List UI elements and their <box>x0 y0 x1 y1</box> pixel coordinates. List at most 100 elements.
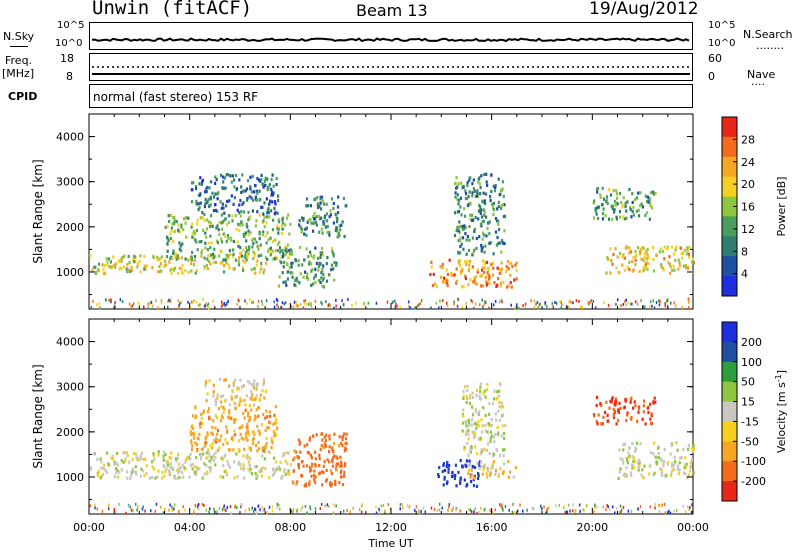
data-cell <box>632 213 635 217</box>
data-cell <box>480 448 483 452</box>
data-cell <box>192 263 195 267</box>
data-cell <box>469 278 472 282</box>
data-cell <box>204 246 207 250</box>
data-cell <box>293 283 296 287</box>
scatter-cell <box>396 304 398 308</box>
data-cell <box>485 180 488 184</box>
data-cell <box>216 192 219 196</box>
data-cell <box>248 381 251 385</box>
data-cell <box>498 418 501 422</box>
data-cell <box>340 462 343 466</box>
data-cell <box>479 389 482 393</box>
data-cell <box>470 213 474 217</box>
data-cell <box>480 450 483 454</box>
data-cell <box>239 432 242 436</box>
data-cell <box>467 195 470 199</box>
data-cell <box>247 245 251 249</box>
data-cell <box>157 270 160 274</box>
data-cell <box>262 219 265 223</box>
data-cell <box>247 460 250 464</box>
scatter-cell <box>524 302 527 306</box>
scatter-cell <box>206 303 209 307</box>
data-cell <box>325 433 328 437</box>
data-cell <box>466 234 469 239</box>
data-cell <box>336 217 339 221</box>
scatter-cell <box>616 507 618 511</box>
data-cell <box>163 265 166 269</box>
data-cell <box>165 467 168 471</box>
data-cell <box>455 281 458 285</box>
data-cell <box>164 453 167 457</box>
data-cell <box>224 438 227 442</box>
scatter-cell <box>208 306 210 310</box>
data-cell <box>288 232 291 236</box>
data-cell <box>314 450 317 454</box>
scatter-cell <box>492 303 495 307</box>
data-cell <box>310 269 313 273</box>
data-cell <box>462 184 465 189</box>
scatter-cell <box>225 508 227 512</box>
data-cell <box>162 454 165 458</box>
data-cell <box>203 212 206 217</box>
scatter-cell <box>567 305 570 309</box>
data-cell <box>611 217 614 221</box>
data-cell <box>152 452 155 456</box>
data-cell <box>277 231 280 235</box>
data-cell <box>273 472 276 476</box>
data-cell <box>221 202 224 206</box>
y-tick-label: 4000 <box>56 336 84 349</box>
data-cell <box>464 433 467 437</box>
data-cell <box>170 228 173 233</box>
data-cell <box>329 213 332 217</box>
data-cell <box>482 233 485 237</box>
scatter-cell <box>501 506 504 510</box>
data-cell <box>260 173 263 177</box>
data-cell <box>249 467 252 471</box>
data-cell <box>491 273 495 277</box>
data-cell <box>291 261 294 265</box>
data-cell <box>191 467 194 471</box>
data-cell <box>219 261 222 265</box>
data-cell <box>625 466 628 470</box>
scatter-cell <box>619 510 621 514</box>
data-cell <box>275 421 278 425</box>
data-cell <box>593 199 596 203</box>
data-cell <box>466 396 469 401</box>
data-cell <box>459 263 462 268</box>
data-cell <box>152 255 155 259</box>
data-cell <box>265 442 268 446</box>
data-cell <box>228 214 231 218</box>
data-cell <box>263 179 267 183</box>
data-cell <box>118 470 121 474</box>
data-cell <box>486 474 489 478</box>
scatter-cell <box>202 297 204 301</box>
scatter-cell <box>378 507 380 511</box>
data-cell <box>290 271 293 275</box>
data-cell <box>485 172 488 176</box>
data-cell <box>238 426 241 430</box>
data-cell <box>247 419 250 423</box>
scatter-cell <box>651 304 653 308</box>
data-cell <box>631 455 634 459</box>
cpid-panel <box>89 84 693 108</box>
data-cell <box>278 246 282 250</box>
data-cell <box>213 247 216 251</box>
data-cell <box>613 403 616 407</box>
scatter-cell <box>438 508 441 512</box>
data-cell <box>258 213 261 217</box>
scatter-cell <box>244 509 247 513</box>
scatter-cell <box>612 505 614 509</box>
data-cell <box>278 275 281 279</box>
data-cell <box>262 449 265 453</box>
x-tick-label: 00:00 <box>677 521 709 534</box>
data-cell <box>684 463 687 467</box>
data-cell <box>434 282 437 286</box>
data-cell <box>214 440 218 444</box>
scatter-cell <box>213 509 216 513</box>
data-cell <box>448 463 451 468</box>
scatter-cell <box>546 507 549 511</box>
data-cell <box>271 191 274 195</box>
data-cell <box>195 268 199 273</box>
scatter-cell <box>151 304 154 308</box>
scatter-cell <box>676 509 678 512</box>
